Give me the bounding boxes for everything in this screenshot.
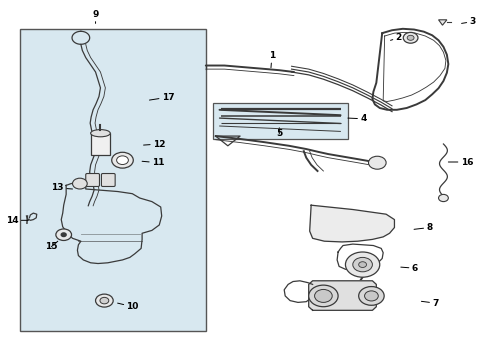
Circle shape xyxy=(359,287,384,305)
Circle shape xyxy=(368,156,386,169)
Bar xyxy=(91,133,110,155)
Text: 6: 6 xyxy=(401,264,418,273)
Polygon shape xyxy=(310,205,394,242)
Text: 16: 16 xyxy=(448,158,473,166)
Text: 14: 14 xyxy=(6,216,28,225)
Text: 4: 4 xyxy=(348,114,367,123)
Bar xyxy=(20,29,206,331)
Text: 2: 2 xyxy=(391,33,402,42)
Circle shape xyxy=(73,178,87,189)
Circle shape xyxy=(61,233,66,237)
FancyBboxPatch shape xyxy=(86,174,99,186)
Circle shape xyxy=(359,262,367,267)
Circle shape xyxy=(407,35,414,40)
Circle shape xyxy=(345,252,380,277)
Text: 12: 12 xyxy=(144,140,166,149)
Circle shape xyxy=(309,285,338,307)
Text: 3: 3 xyxy=(462,17,476,26)
Bar xyxy=(213,103,348,139)
Circle shape xyxy=(315,289,332,302)
Circle shape xyxy=(365,291,378,301)
Circle shape xyxy=(96,294,113,307)
Circle shape xyxy=(403,32,418,43)
Circle shape xyxy=(353,257,372,272)
Circle shape xyxy=(100,297,109,304)
Text: 5: 5 xyxy=(276,128,282,139)
Text: 1: 1 xyxy=(269,51,275,68)
Circle shape xyxy=(117,156,128,165)
Text: 10: 10 xyxy=(118,302,139,311)
Circle shape xyxy=(439,194,448,202)
Text: 11: 11 xyxy=(142,158,165,167)
Polygon shape xyxy=(309,281,376,310)
Text: 13: 13 xyxy=(51,184,73,193)
Circle shape xyxy=(56,229,72,240)
Polygon shape xyxy=(439,20,447,25)
Text: 9: 9 xyxy=(92,10,99,23)
Ellipse shape xyxy=(91,130,110,137)
Text: 15: 15 xyxy=(45,241,58,251)
Circle shape xyxy=(112,152,133,168)
Text: 8: 8 xyxy=(414,223,433,232)
FancyBboxPatch shape xyxy=(101,174,115,186)
Text: 7: 7 xyxy=(421,299,439,307)
Text: 17: 17 xyxy=(149,93,174,102)
